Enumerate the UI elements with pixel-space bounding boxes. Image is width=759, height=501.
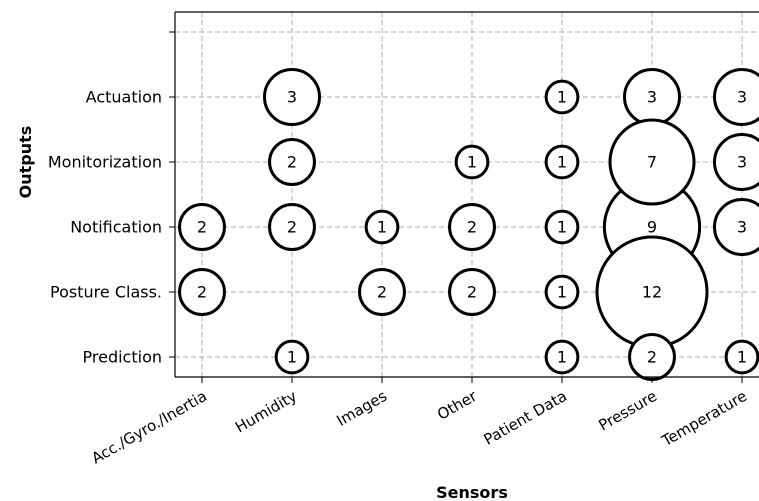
y-axis-label: Outputs: [16, 126, 35, 199]
bubble-label-patient-data-prediction: 1: [557, 348, 567, 367]
bubble-label-temperature-prediction: 1: [737, 348, 747, 367]
y-tick-label-actuation: Actuation: [86, 88, 162, 107]
bubble-label-pressure-monitorization: 7: [647, 153, 657, 172]
bubble-label-acc-gyro-inertia-posture-class: 2: [197, 283, 207, 302]
bubble-images-notification: [364, 209, 400, 245]
bubble-pressure-monitorization: [608, 118, 696, 206]
y-tick-label-posture-class: Posture Class.: [50, 283, 162, 302]
bubble-label-other-notification: 2: [467, 218, 477, 237]
bubble-other-monitorization: [454, 144, 490, 180]
bubble-label-humidity-prediction: 1: [287, 348, 297, 367]
bubble-images-posture-class: [358, 268, 406, 316]
bubble-temperature-notification: [713, 198, 759, 256]
x-tick-label-patient-data: Patient Data: [481, 387, 570, 449]
bubble-acc-gyro-inertia-posture-class: [178, 268, 226, 316]
bubble-other-posture-class: [448, 268, 496, 316]
bubble-label-humidity-monitorization: 2: [287, 153, 297, 172]
bubble-label-humidity-notification: 2: [287, 218, 297, 237]
bubble-humidity-actuation: [263, 68, 321, 126]
bubble-label-pressure-prediction: 2: [647, 348, 657, 367]
bubble-humidity-prediction: [274, 339, 310, 375]
bubble-label-images-posture-class: 2: [377, 283, 387, 302]
bubble-acc-gyro-inertia-notification: [178, 203, 226, 251]
bubble-label-patient-data-posture-class: 1: [557, 283, 567, 302]
bubble-other-notification: [448, 203, 496, 251]
bubble-label-temperature-notification: 3: [737, 218, 747, 237]
x-axis-label: Sensors: [436, 483, 508, 501]
bubble-patient-data-posture-class: [544, 274, 580, 310]
x-tick-label-temperature: Temperature: [658, 387, 750, 451]
bubble-label-patient-data-notification: 1: [557, 218, 567, 237]
bubble-humidity-notification: [268, 203, 316, 251]
y-tick-label-notification: Notification: [70, 218, 162, 237]
bubble-patient-data-monitorization: [544, 144, 580, 180]
x-tick-label-images: Images: [334, 387, 391, 430]
bubble-label-other-monitorization: 1: [467, 153, 477, 172]
bubble-temperature-actuation: [713, 68, 759, 126]
bubble-label-temperature-actuation: 3: [737, 88, 747, 107]
bubble-label-acc-gyro-inertia-notification: 2: [197, 218, 207, 237]
y-tick-label-monitorization: Monitorization: [48, 153, 162, 172]
x-tick-label-acc-gyro-inertia: Acc./Gyro./Inertia: [88, 387, 210, 468]
y-tick-label-prediction: Prediction: [83, 348, 162, 367]
bubble-label-patient-data-monitorization: 1: [557, 153, 567, 172]
bubble-humidity-monitorization: [268, 138, 316, 186]
bubble-temperature-monitorization: [713, 133, 759, 191]
bubble-label-images-notification: 1: [377, 218, 387, 237]
bubble-label-pressure-actuation: 3: [647, 88, 657, 107]
bubble-label-temperature-monitorization: 3: [737, 153, 747, 172]
bubble-patient-data-prediction: [544, 339, 580, 375]
bubble-temperature-prediction: [724, 339, 759, 375]
bubble-label-patient-data-actuation: 1: [557, 88, 567, 107]
x-tick-label-humidity: Humidity: [232, 387, 300, 437]
bubble-label-pressure-posture-class: 12: [642, 283, 662, 302]
bubble-label-pressure-notification: 9: [647, 218, 657, 237]
bubble-patient-data-actuation: [544, 79, 580, 115]
x-tick-label-other: Other: [434, 386, 481, 423]
bubble-label-humidity-actuation: 3: [287, 88, 297, 107]
x-tick-label-pressure: Pressure: [596, 387, 660, 435]
bubble-patient-data-notification: [544, 209, 580, 245]
bubble-label-other-posture-class: 2: [467, 283, 477, 302]
